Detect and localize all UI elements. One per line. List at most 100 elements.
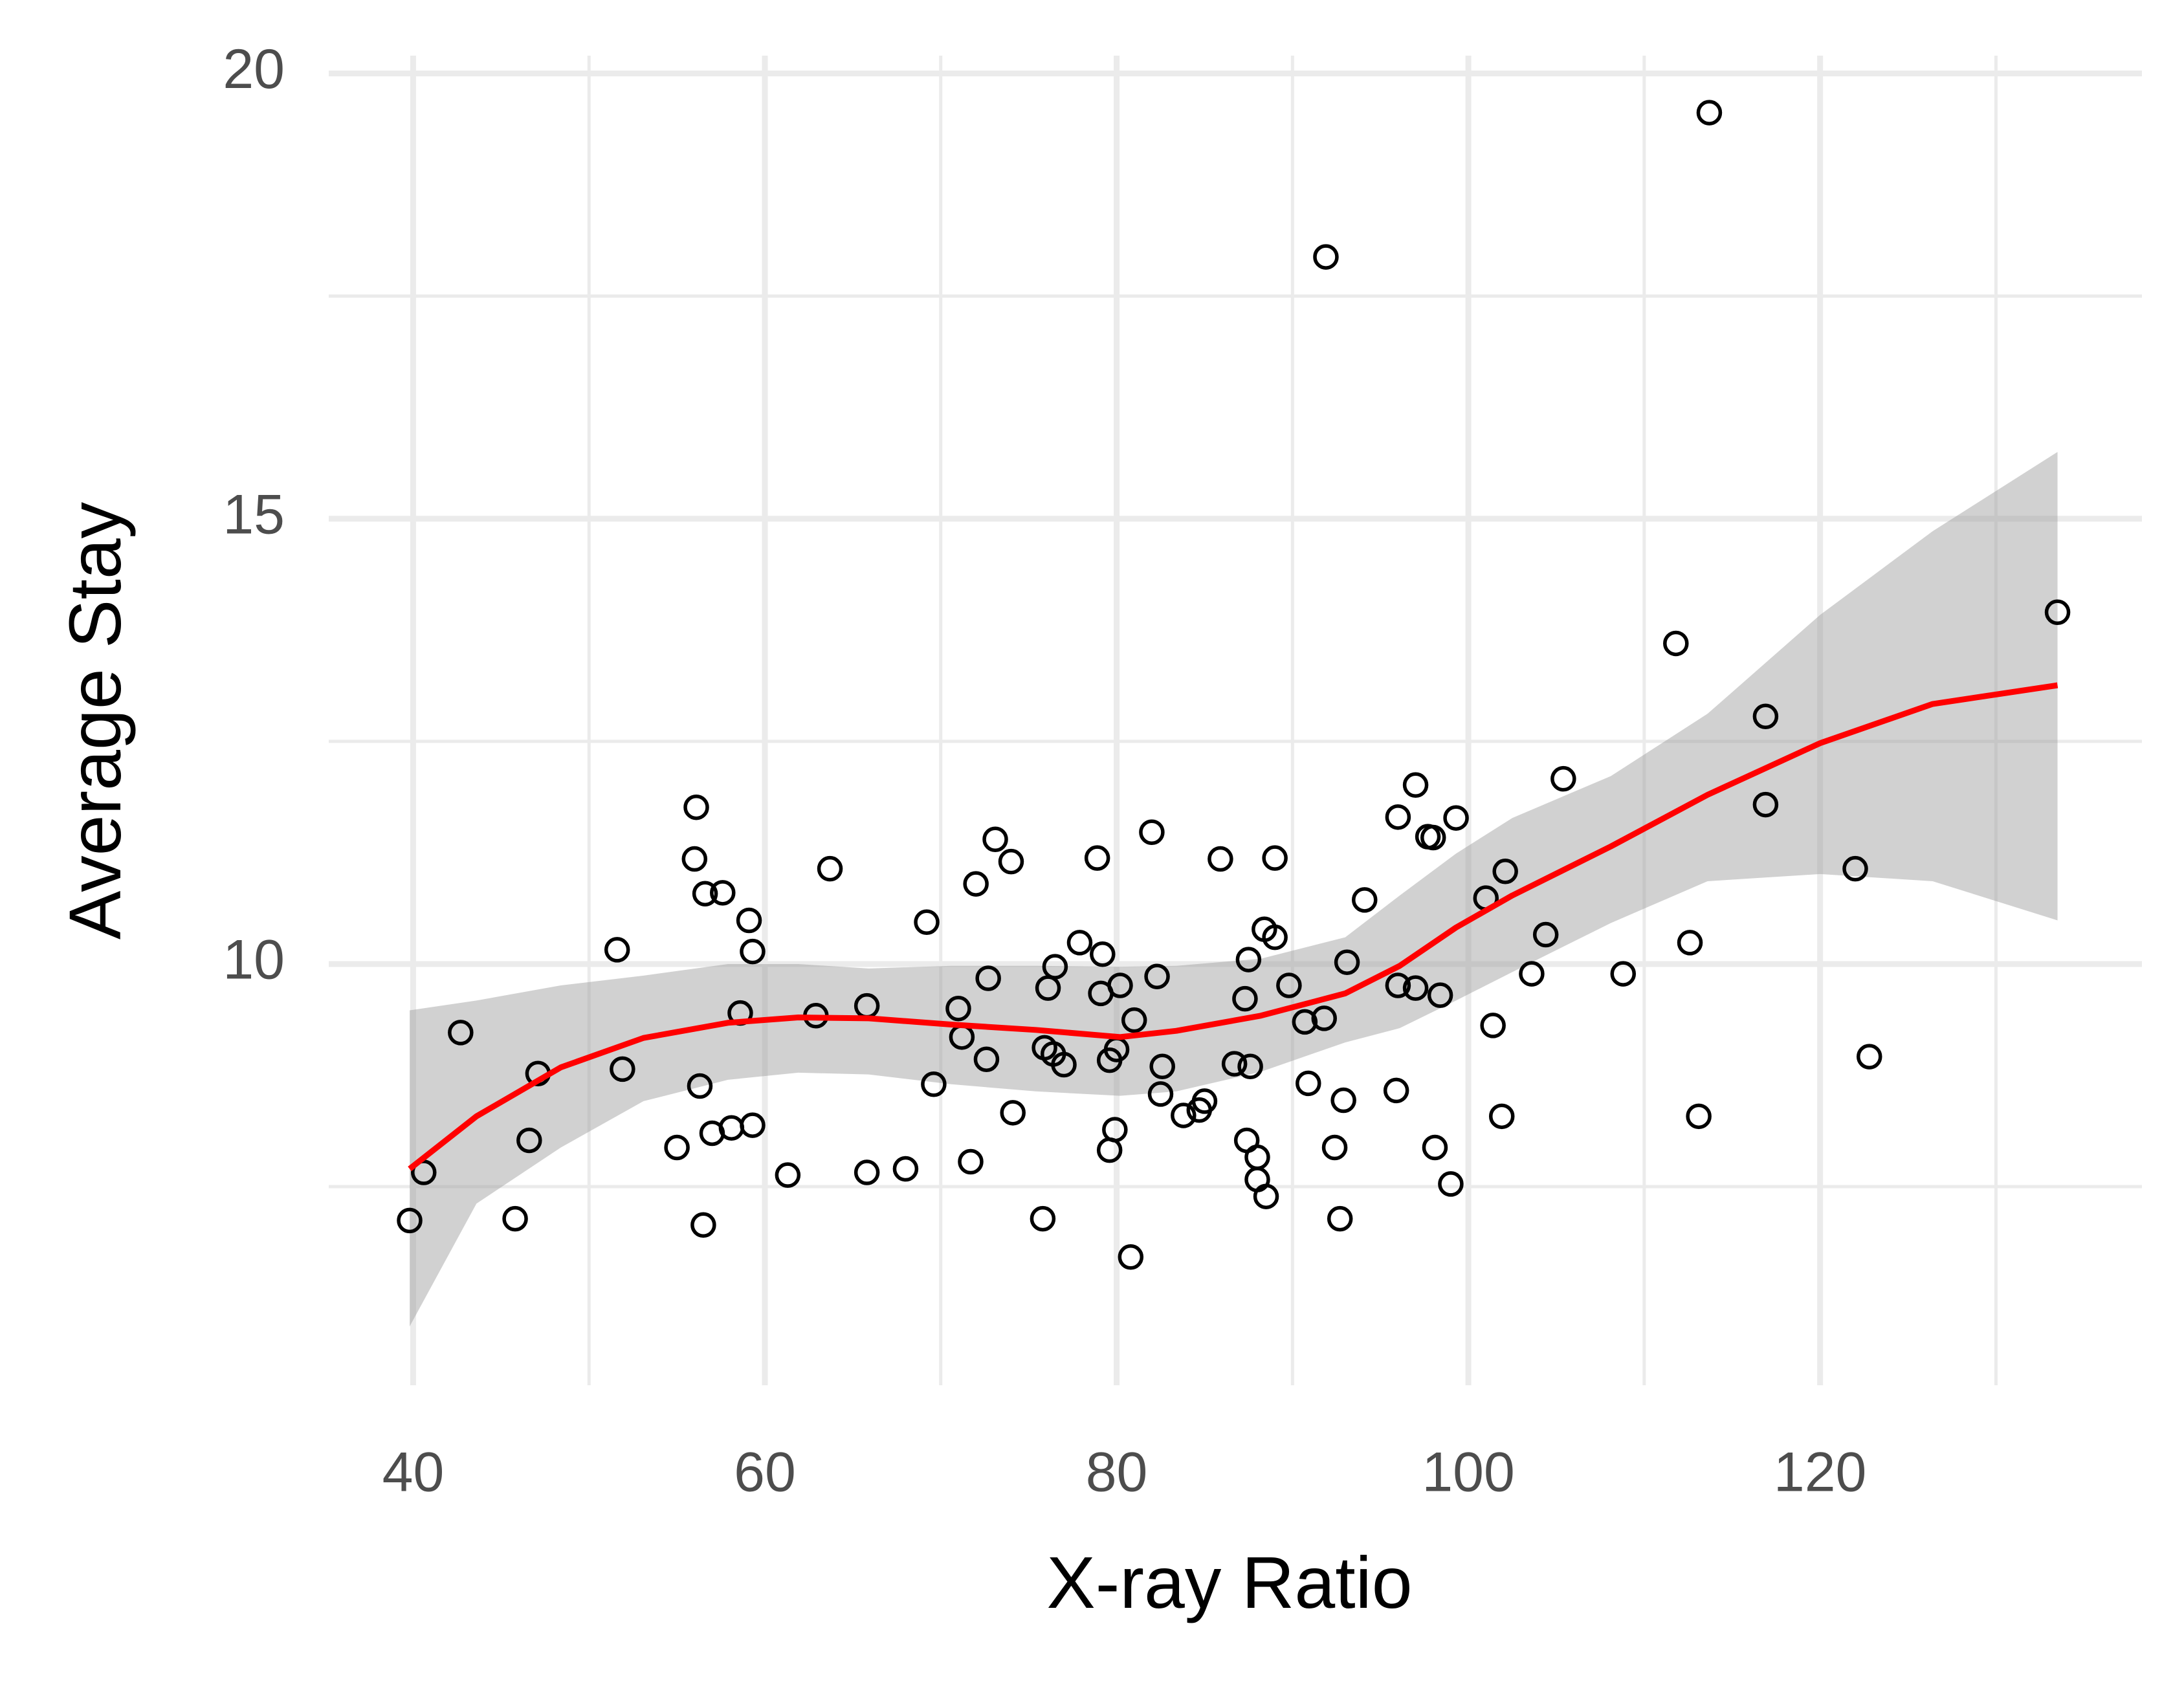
point [1118,1244,1144,1270]
point [1000,1100,1026,1126]
point [690,1212,716,1238]
point [1232,985,1258,1012]
point [718,1115,745,1141]
point [692,881,718,906]
point [1066,930,1093,956]
point [1292,1009,1318,1035]
point [854,1159,880,1185]
point [681,846,708,872]
point [736,907,762,934]
point [1480,1013,1506,1038]
point [1221,1051,1248,1077]
point [1842,855,1868,882]
point [1235,947,1262,972]
confidence-band [410,452,2058,1327]
point [973,1046,1000,1072]
point [963,871,989,897]
point [610,1056,635,1082]
point [1385,804,1411,830]
point [1321,1134,1348,1161]
point [1084,845,1110,871]
point [1492,859,1518,884]
point [1443,805,1469,831]
point [1610,961,1637,987]
point [1402,772,1429,798]
point [1422,1134,1448,1161]
x-axis-title: X-ray Ratio [1046,1542,1412,1623]
point [1352,887,1378,913]
x-tick-label: 40 [382,1442,445,1504]
point [1144,963,1170,989]
point [1519,961,1545,987]
x-tick-label: 60 [734,1442,796,1504]
point [817,855,843,882]
point [397,1207,423,1234]
point [1102,1117,1128,1143]
point [687,1073,713,1099]
point [1262,924,1288,950]
point [1208,846,1233,872]
point [1191,1088,1218,1114]
point [1420,824,1446,851]
point [1139,819,1165,845]
point [710,880,736,906]
point [1147,1081,1174,1107]
point [1253,1183,1279,1209]
point [1296,1070,1321,1097]
point [1313,244,1339,270]
point [958,1148,984,1175]
y-axis-title: Average Stay [54,501,136,939]
point [502,1205,528,1232]
point [1311,1005,1337,1031]
point [945,996,971,1022]
point [1696,100,1723,126]
point [740,1112,766,1138]
point [1663,630,1689,657]
point [1385,972,1411,998]
x-tick-label: 120 [1774,1442,1867,1504]
point [740,938,766,965]
y-tick-label: 10 [223,929,285,991]
point [1402,975,1429,1001]
point [892,1156,919,1182]
point [1051,1051,1077,1078]
point [1090,941,1116,967]
point [1752,703,1779,730]
point [1149,1053,1175,1079]
point [448,1020,474,1046]
x-tick-label: 80 [1086,1442,1148,1504]
point [1488,1103,1515,1130]
point [1171,1103,1197,1128]
point [1107,972,1133,998]
point [683,794,709,820]
point [1262,845,1288,871]
point [1686,1103,1712,1130]
x-tick-label: 100 [1422,1442,1515,1504]
point [998,848,1024,875]
point [1677,930,1703,956]
point [921,1071,947,1097]
y-tick-label: 20 [223,38,285,100]
point [982,826,1008,853]
point [1383,1077,1409,1104]
point [1276,972,1302,998]
smooth-line [408,682,2058,1172]
point [1334,949,1360,975]
point [1327,1205,1353,1232]
point [664,1134,690,1161]
point [914,909,940,936]
point [2044,599,2071,626]
point [1438,1171,1464,1197]
point [516,1127,542,1154]
y-tick-label: 15 [223,483,285,545]
point [1121,1007,1147,1033]
point [775,1162,801,1188]
point [1042,954,1068,980]
point [1427,982,1453,1008]
point [604,937,630,963]
point [975,965,1001,991]
point [1030,1205,1056,1232]
point [1752,791,1779,818]
